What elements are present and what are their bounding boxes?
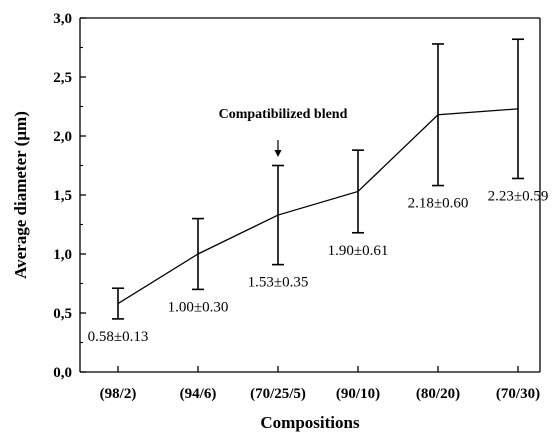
series-line	[117, 108, 519, 305]
y-tick-label: 0,0	[53, 365, 72, 381]
annotation-text: Compatibilized blend	[219, 107, 348, 122]
x-tick-label: (70/25/5)	[250, 386, 306, 402]
data-label: 1.00±0.30	[168, 299, 229, 315]
annotation-arrow-head	[274, 150, 282, 157]
y-tick-label: 0,5	[53, 306, 72, 322]
data-label: 2.18±0.60	[408, 196, 469, 212]
y-tick-label: 1,5	[53, 188, 72, 204]
x-tick-label: (90/10)	[336, 386, 380, 402]
data-label: 2.23±0.59	[488, 188, 549, 204]
y-tick-label: 1,0	[53, 247, 72, 263]
x-tick-label: (94/6)	[180, 386, 217, 402]
labels-layer: 0.58±0.13 1.00±0.30 1.53±0.35 1.90±0.61 2.18…	[88, 107, 549, 345]
x-tick-label: (70/30)	[496, 386, 540, 402]
y-tick-label: 3,0	[53, 11, 72, 27]
axes-layer: 0,0 0,5 1,0 1,5 2,0 2,5 3,0 (98/2) (94/6) (70/25/…	[53, 11, 541, 402]
x-tick-label: (98/2)	[100, 386, 137, 402]
series-layer	[112, 38, 524, 320]
x-tick-label: (80/20)	[416, 386, 460, 402]
x-axis-title: Compositions	[260, 413, 360, 432]
data-label: 1.90±0.61	[328, 243, 389, 259]
data-label: 1.53±0.35	[248, 275, 309, 291]
y-tick-label: 2,0	[53, 129, 72, 145]
y-tick-label: 2,5	[53, 70, 72, 86]
y-axis-title: Average diameter (µm)	[11, 111, 30, 279]
data-label: 0.58±0.13	[88, 329, 149, 345]
